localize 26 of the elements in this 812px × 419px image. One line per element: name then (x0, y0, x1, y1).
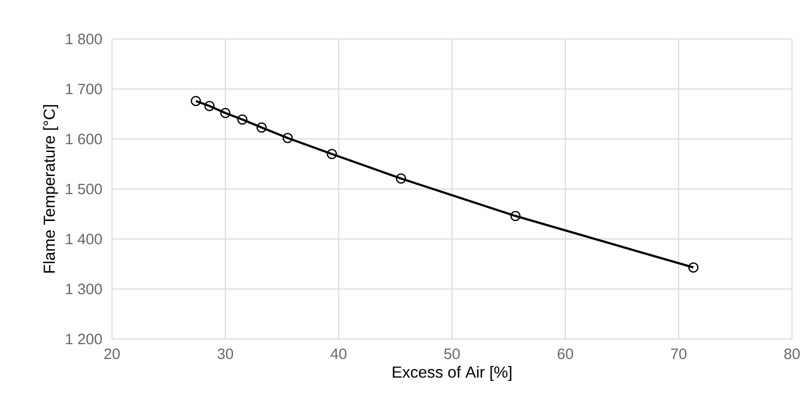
y-tick-label: 1 600 (66, 134, 102, 144)
point (256, 122, 267, 133)
point (396, 173, 406, 184)
x-tick-label: 70 (671, 348, 686, 360)
y-tick-label: 1 300 (66, 284, 102, 294)
x-tick-label: 20 (104, 348, 120, 360)
point (510, 210, 521, 222)
y-tick-label: 1 800 (66, 34, 102, 44)
point (688, 262, 699, 273)
point (326, 148, 338, 160)
y-tick-label: 1 500 (66, 184, 102, 194)
point (220, 108, 230, 118)
y-axis-title: Flame Temperature [°C] (43, 105, 58, 273)
x-tick-label: 50 (444, 348, 460, 360)
x-tick-label: 60 (558, 348, 574, 360)
x-tick-label: 30 (218, 348, 234, 360)
point (190, 96, 202, 106)
y-tick-label: 1 400 (66, 234, 102, 244)
point (237, 114, 248, 125)
y-tick-label: 1 700 (66, 84, 102, 94)
x-tick-label: 80 (784, 348, 800, 360)
point (204, 100, 215, 112)
y-tick-label: 1 200 (66, 334, 102, 344)
x-tick-label: 40 (330, 348, 346, 360)
point (282, 132, 293, 144)
x-axis-title: Excess of Air [%] (392, 366, 512, 381)
